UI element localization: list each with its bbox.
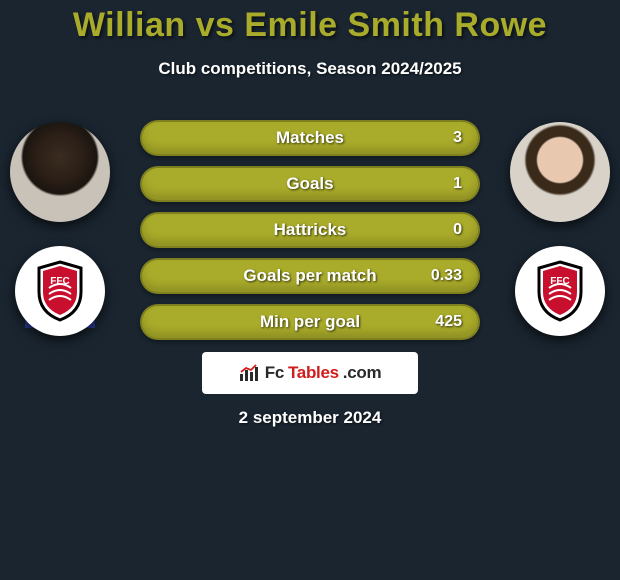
- brand-com: .com: [343, 363, 381, 383]
- player1-avatar: [10, 122, 110, 222]
- stat-value-right: 3: [453, 129, 462, 147]
- stat-row: Goals 1: [140, 166, 480, 202]
- stat-label: Goals: [286, 174, 333, 194]
- stat-label: Goals per match: [243, 266, 376, 286]
- stat-value-right: 425: [435, 313, 462, 331]
- stats-list: Matches 3 Goals 1 Hattricks 0 Goals per match 0…: [140, 120, 480, 340]
- fulham-crest-icon: FFC: [35, 260, 85, 322]
- brand-badge: FcTables.com: [202, 352, 418, 394]
- right-column: FFC: [510, 122, 610, 336]
- page-subtitle: Club competitions, Season 2024/2025: [0, 59, 620, 79]
- stat-row: Matches 3: [140, 120, 480, 156]
- left-column: FFC: [10, 122, 110, 336]
- stat-row: Goals per match 0.33: [140, 258, 480, 294]
- brand-fc: Fc: [265, 363, 284, 383]
- chart-icon: [239, 364, 259, 382]
- fulham-crest-icon: FFC: [535, 260, 585, 322]
- brand-tables: Tables: [288, 363, 339, 383]
- stat-row: Hattricks 0: [140, 212, 480, 248]
- player1-club-badge: FFC: [15, 246, 105, 336]
- date-label: 2 september 2024: [0, 408, 620, 428]
- page-title: Willian vs Emile Smith Rowe: [0, 6, 620, 45]
- stat-value-right: 0.33: [431, 267, 462, 285]
- player2-avatar: [510, 122, 610, 222]
- stat-label: Hattricks: [274, 220, 347, 240]
- stat-label: Matches: [276, 128, 344, 148]
- player2-club-badge: FFC: [515, 246, 605, 336]
- stat-label: Min per goal: [260, 312, 360, 332]
- comparison-card: Willian vs Emile Smith Rowe Club competi…: [0, 0, 620, 580]
- stat-row: Min per goal 425: [140, 304, 480, 340]
- stat-value-right: 1: [453, 175, 462, 193]
- stat-value-right: 0: [453, 221, 462, 239]
